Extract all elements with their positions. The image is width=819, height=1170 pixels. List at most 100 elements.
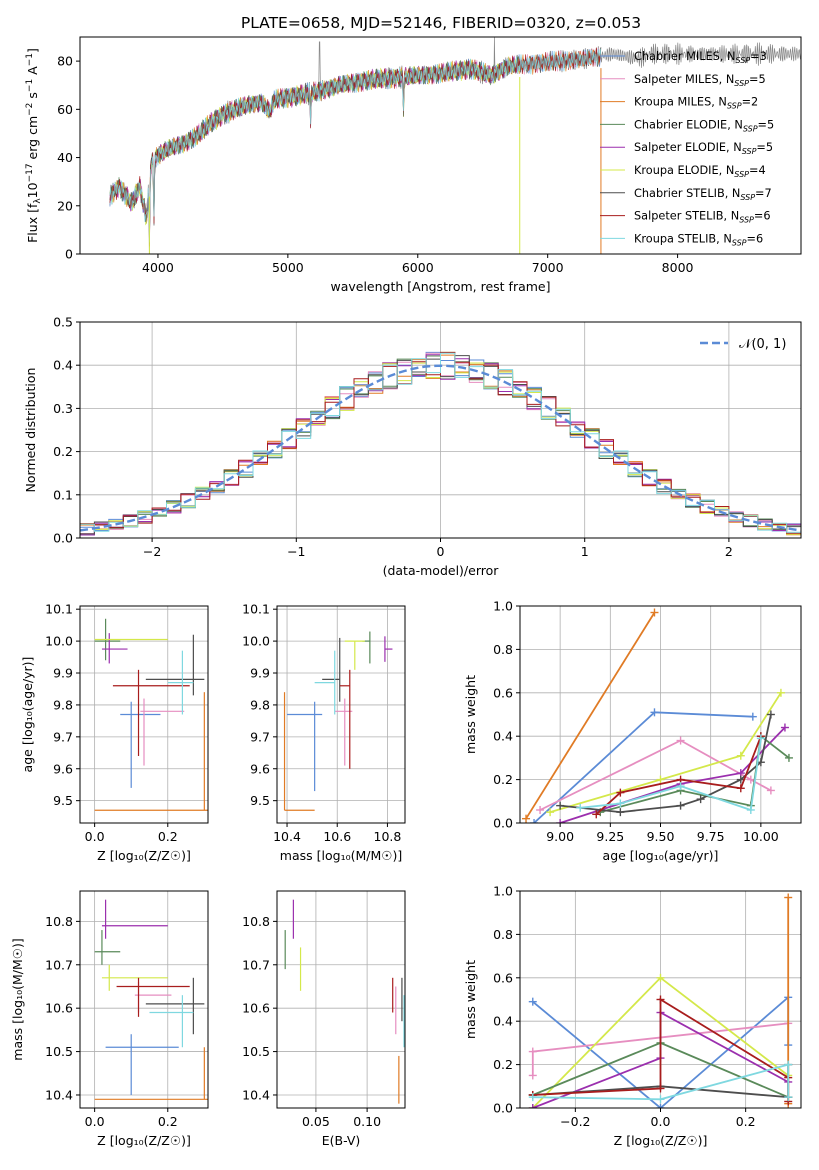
y-tick-label: 10.1 [242, 602, 270, 617]
hist-kroupa_stelib [80, 352, 801, 533]
x-axis-label: E(B-V) [322, 1133, 361, 1148]
plot-area [284, 899, 405, 1104]
legend-label: Salpeter MILES, NSSP=5 [634, 73, 766, 88]
y-axis-label: mass weight [463, 675, 478, 754]
y-tick-label: 10.7 [45, 957, 73, 972]
legend-label: Kroupa STELIB, NSSP=6 [634, 232, 763, 247]
y-tick-label: 9.9 [250, 666, 270, 681]
y-tick-label: 0.4 [53, 358, 73, 373]
x-tick-label: 0.05 [302, 1114, 330, 1129]
y-tick-label: 80 [57, 54, 73, 69]
x-tick-label: −0.2 [560, 1114, 590, 1129]
weight-line-chabrier_stelib [560, 714, 772, 814]
legend-label: Kroupa MILES, NSSP=2 [634, 96, 758, 111]
y-tick-label: 0.4 [493, 729, 513, 744]
weight-vs-age-panel: 9.00 9.25 9.50 9.75 10.00 0.0 0.2 0.4 0.6 0.8 1.0 a… [463, 599, 802, 863]
y-tick-label: 10.7 [242, 957, 270, 972]
x-tick-label: 9.00 [546, 829, 574, 844]
x-tick-label: −2 [143, 544, 161, 559]
plot-area [80, 351, 801, 536]
plot-area [109, 37, 801, 254]
model-line-kroupa_stelib [109, 48, 602, 243]
y-tick-label: 0.6 [493, 970, 513, 985]
x-tick-label: 0.0 [651, 1114, 671, 1129]
axes-frame [276, 890, 406, 1109]
y-tick-label: 0.1 [53, 487, 73, 502]
x-tick-label: 10.8 [374, 829, 402, 844]
y-tick-label: 0.8 [493, 642, 513, 657]
legend-label: Chabrier MILES, NSSP=3 [634, 50, 767, 65]
x-tick-label: 0.0 [85, 1114, 105, 1129]
y-axis-label: age [log₁₀(age/yr)] [20, 657, 35, 773]
weight-line-salpeter_miles [539, 739, 772, 811]
y-tick-label: 9.8 [53, 697, 73, 712]
y-tick-label: 9.8 [250, 697, 270, 712]
y-tick-label: 0 [65, 247, 73, 262]
x-tick-label: 8000 [662, 260, 694, 275]
y-tick-label: 0.8 [493, 927, 513, 942]
mass-vs-z-panel: 0.0 0.2 10.4 10.5 10.6 10.7 10.8 Z [log₁₀(Z/Z☉)… [10, 890, 209, 1148]
x-axis-label: mass [log₁₀(M/M☉)] [280, 848, 402, 863]
weight-line-kroupa_stelib [532, 1063, 790, 1101]
y-tick-label: 60 [57, 102, 73, 117]
residuals-panel: −2 −1 0 1 2 0.0 0.1 0.2 0.3 0.4 0.5 (data-model)/er… [23, 315, 802, 578]
y-tick-label: 0.4 [493, 1014, 513, 1029]
y-tick-label: 9.6 [250, 761, 270, 776]
plot-area [94, 618, 208, 811]
axes-frame [79, 36, 802, 255]
y-tick-label: 10.8 [242, 914, 270, 929]
y-tick-label: 1.0 [493, 884, 513, 899]
y-tick-label: 10.4 [45, 1087, 73, 1102]
plot-area [528, 893, 793, 1108]
spectrum-panel: 4000 5000 6000 7000 8000 0 20 40 60 80 wavelength … [25, 36, 802, 294]
axes-frame [276, 605, 406, 824]
plot-area [283, 631, 393, 811]
y-tick-label: 10.6 [242, 1001, 270, 1016]
x-tick-label: 0.10 [353, 1114, 381, 1129]
weight-vs-z-panel: −0.2 0.0 0.2 0.0 0.2 0.4 0.6 0.8 1.0 Z [log₁₀(Z/Z… [463, 884, 802, 1148]
x-axis-label: Z [log₁₀(Z/Z☉)] [97, 848, 191, 863]
y-tick-label: 9.5 [53, 793, 73, 808]
legend-label: Salpeter STELIB, NSSP=6 [634, 210, 771, 225]
y-tick-label: 0.5 [53, 315, 73, 330]
y-tick-label: 9.7 [53, 729, 73, 744]
y-tick-label: 0.0 [53, 531, 73, 546]
y-tick-label: 10.8 [45, 914, 73, 929]
x-tick-label: 9.25 [596, 829, 624, 844]
x-tick-label: 10.6 [323, 829, 351, 844]
y-tick-label: 0.2 [53, 444, 73, 459]
y-tick-label: 9.6 [53, 761, 73, 776]
plot-area [94, 899, 208, 1100]
x-tick-label: 1 [581, 544, 589, 559]
x-tick-label: −1 [287, 544, 305, 559]
y-tick-label: 10.1 [45, 602, 73, 617]
y-tick-label: 9.5 [250, 793, 270, 808]
x-tick-label: 0.0 [85, 829, 105, 844]
x-tick-label: 0 [437, 544, 445, 559]
y-axis-label: mass [log₁₀(M/M☉)] [10, 938, 25, 1060]
y-tick-label: 40 [57, 150, 73, 165]
x-tick-label: 0.2 [158, 1114, 178, 1129]
axes-frame [79, 890, 209, 1109]
legend-label: Salpeter ELODIE, NSSP=5 [634, 141, 773, 156]
y-tick-label: 0.2 [493, 772, 513, 787]
y-tick-label: 10.4 [242, 1087, 270, 1102]
x-axis-label: (data-model)/error [383, 563, 500, 578]
y-tick-label: 0.0 [493, 816, 513, 831]
mass-vs-ebv-panel: 0.05 0.10 10.4 10.5 10.6 10.7 10.8 E(B-V) [242, 890, 406, 1148]
y-tick-label: 0.2 [493, 1057, 513, 1072]
plot-area [522, 608, 793, 823]
spectrum-legend: Chabrier MILES, NSSP=3 Salpeter MILES, NS… [600, 50, 774, 247]
weight-line-kroupa_elodie [549, 692, 782, 813]
x-tick-label: 2 [725, 544, 733, 559]
x-tick-label: 9.50 [647, 829, 675, 844]
x-axis-label: Z [log₁₀(Z/Z☉)] [97, 1133, 191, 1148]
x-axis-label: Z [log₁₀(Z/Z☉)] [614, 1133, 708, 1148]
x-tick-label: 0.2 [736, 1114, 756, 1129]
y-tick-label: 0.0 [493, 1101, 513, 1116]
y-axis-label: Normed distribution [23, 368, 38, 493]
x-tick-label: 10.00 [743, 829, 779, 844]
legend-label: Chabrier ELODIE, NSSP=5 [634, 118, 774, 133]
y-tick-label: 9.7 [250, 729, 270, 744]
